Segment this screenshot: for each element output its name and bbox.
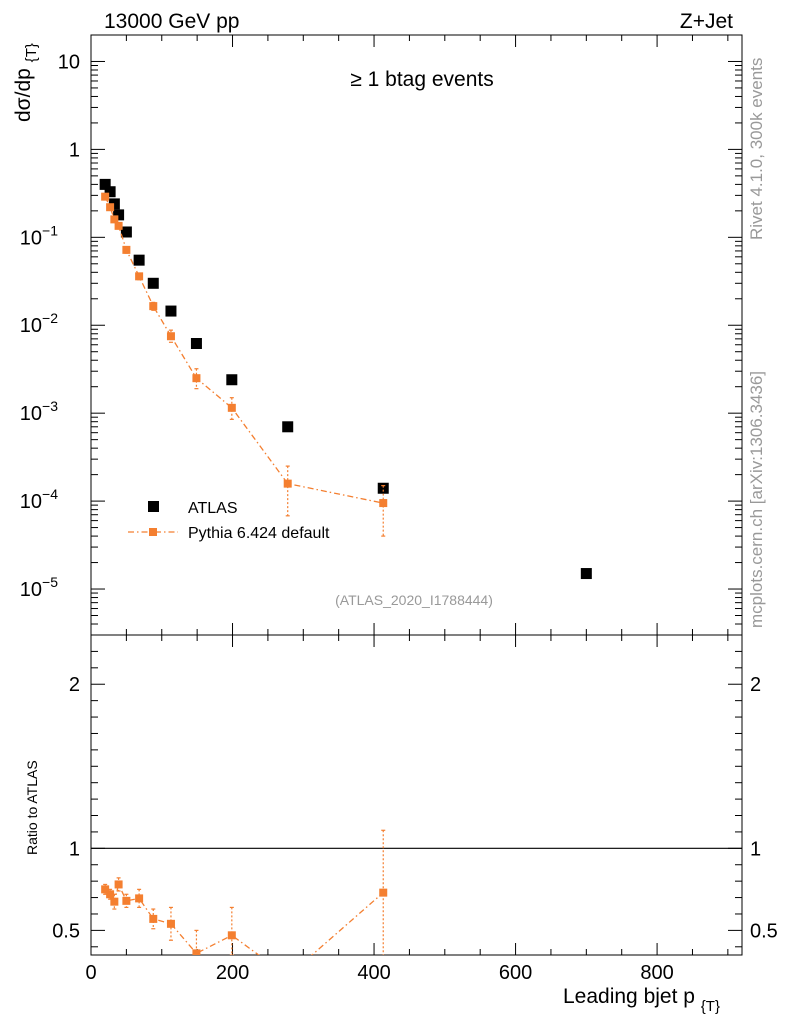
ratio-x-tick-labels: 0 200 400 600 800 (85, 962, 673, 984)
main-axis-ticks (90, 34, 742, 636)
ratio-y-tick-label-right: 1 (750, 838, 761, 860)
main-y-tick-base: 10 (20, 491, 42, 513)
ratio-data-point (122, 896, 131, 905)
x-axis-label-text: Leading bjet p (563, 985, 695, 1008)
ratio-plot-frame (90, 634, 743, 956)
main-y-tick-exponent: −3 (42, 398, 58, 414)
main-y-tick-exponent: −4 (42, 486, 58, 502)
main-y-tick-base: 10 (20, 315, 42, 337)
x-axis-label: Leading bjet p {T} (563, 985, 720, 1015)
pythia-data-point (135, 272, 144, 281)
ratio-data-point (284, 972, 292, 980)
ratio-y-tick-label-left: 1 (69, 838, 80, 860)
pythia-data-point (283, 479, 292, 488)
ratio-data-point (114, 880, 123, 889)
x-axis-label-sub: {T} (701, 998, 720, 1015)
ratio-x-tick-label: 0 (85, 962, 96, 984)
pythia-data-point (379, 499, 388, 508)
ratio-data-point (106, 890, 115, 899)
atlas-data-point (580, 568, 592, 580)
pythia-data-point (166, 332, 175, 341)
legend: ATLAS Pythia 6.424 default (128, 500, 330, 542)
pythia-line (104, 196, 384, 504)
atlas-data-point (104, 186, 116, 198)
main-y-tick-base: 10 (20, 579, 42, 601)
pythia-data-point (110, 215, 119, 224)
analysis-label: (ATLAS_2020_I1788444) (335, 592, 493, 608)
main-y-tick-exponent: −5 (42, 574, 58, 590)
ratio-y-tick-label-left: 0.5 (52, 920, 80, 942)
ratio-data-point (101, 885, 110, 894)
main-y-tick-label: 10−5 (20, 574, 58, 601)
main-y-tick-label: 10 (58, 51, 80, 73)
pythia-data-point (101, 192, 110, 201)
atlas-data-point (190, 338, 202, 350)
ratio-data-point (135, 894, 144, 903)
svg-text:dσ/dp {T}: dσ/dp {T} (12, 43, 40, 122)
main-y-tick-label: 10−1 (20, 222, 58, 249)
ratio-data-point (110, 897, 119, 906)
legend-pythia-marker (149, 528, 157, 536)
ratio-y-axis-label: Ratio to ATLAS (24, 760, 40, 855)
main-y-tick-label: 1 (69, 139, 80, 161)
header-right: Z+Jet (680, 10, 733, 33)
header-left: 13000 GeV pp (104, 10, 239, 33)
ratio-x-tick-label: 400 (357, 962, 390, 984)
pythia-data-point (122, 245, 131, 254)
pythia-data-point (106, 203, 115, 212)
side-text-rivet: Rivet 4.1.0, 300k events (747, 58, 766, 240)
ratio-x-tick-label: 600 (499, 962, 532, 984)
main-y-tick-label: 10−3 (20, 398, 58, 425)
ratio-y-tick-labels: 0.5 0.5 1 1 2 2 (52, 674, 778, 942)
atlas-data-point (147, 277, 159, 289)
legend-atlas-marker (148, 501, 159, 512)
main-y-axis-label: dσ/dp {T} (12, 43, 40, 122)
ratio-x-tick-label: 800 (640, 962, 673, 984)
ratio-y-tick-label-right: 0.5 (750, 920, 778, 942)
atlas-data-point (120, 226, 132, 238)
atlas-data-point (282, 421, 294, 433)
atlas-data-point (226, 374, 238, 386)
legend-atlas-label: ATLAS (188, 500, 238, 517)
pythia-data-point (227, 403, 236, 412)
pythia-data-point (192, 374, 201, 383)
main-y-tick-label: 10−2 (20, 310, 58, 337)
ratio-series (101, 829, 388, 980)
atlas-data-point (108, 198, 120, 210)
ratio-axis-ticks (90, 635, 742, 955)
atlas-data-point (133, 254, 145, 266)
ratio-panel: 0.5 0.51 12 2 0 200 400 600 800 Ratio to ATLAS … (24, 634, 778, 1015)
side-text-mcplots: mcplots.cern.ch [arXiv:1306.3436] (747, 371, 766, 628)
main-y-tick-exponent: −2 (42, 310, 58, 326)
ratio-x-tick-label: 200 (216, 962, 249, 984)
svg-text:Leading bjet p {T}: Leading bjet p {T} (563, 985, 720, 1015)
ratio-data-point (166, 919, 175, 928)
main-y-label-text: dσ/dp (12, 68, 35, 122)
pythia-data-point (114, 221, 123, 230)
ratio-data-point (379, 888, 388, 897)
atlas-data-point (113, 209, 125, 221)
ratio-y-tick-label-left: 2 (69, 674, 80, 696)
atlas-data-point (165, 305, 177, 317)
ratio-data-point (149, 914, 158, 923)
main-y-tick-exponent: −1 (42, 222, 58, 238)
ratio-y-tick-label-right: 2 (750, 674, 761, 696)
legend-pythia-label: Pythia 6.424 default (188, 525, 330, 542)
main-title: ≥ 1 btag events (350, 68, 493, 91)
ratio-data-point (192, 949, 201, 955)
main-plot-frame (90, 34, 743, 636)
ratio-data-point (227, 931, 236, 940)
atlas-data-point (377, 482, 389, 494)
atlas-data-point (99, 178, 111, 190)
main-series (99, 178, 592, 580)
main-y-tick-base: 10 (20, 227, 42, 249)
main-y-tick-base: 10 (20, 403, 42, 425)
main-y-label-sub: {T} (23, 43, 40, 62)
pythia-data-point (149, 302, 158, 311)
main-y-tick-label: 10−4 (20, 486, 58, 513)
